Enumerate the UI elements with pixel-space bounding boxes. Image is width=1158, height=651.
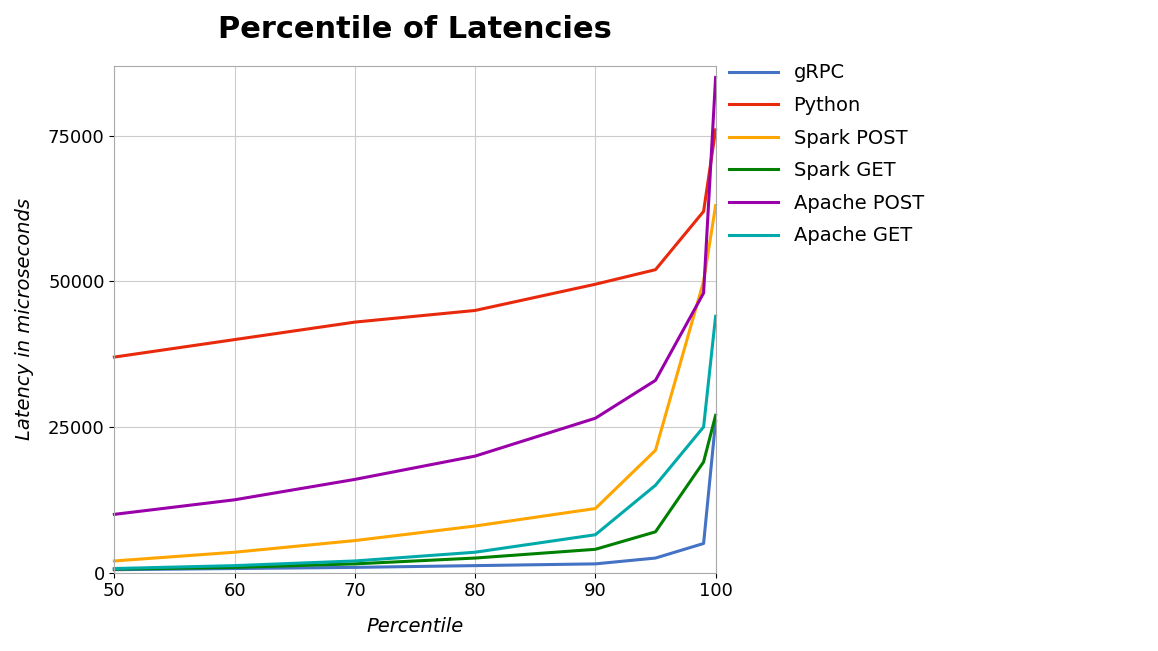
Apache POST (228, 496, 242, 504)
gRPC (709, 417, 723, 425)
Spark GET (709, 411, 723, 419)
Spark GET (697, 458, 711, 466)
Apache GET (648, 481, 662, 489)
Python (648, 266, 662, 273)
Apache GET (228, 562, 242, 570)
Legend: gRPC, Python, Spark POST, Spark GET, Apache POST, Apache GET: gRPC, Python, Spark POST, Spark GET, Apa… (721, 55, 931, 253)
X-axis label: Percentile: Percentile (366, 617, 463, 636)
Apache POST (347, 475, 361, 483)
Spark POST (648, 447, 662, 454)
Y-axis label: Latency in microseconds: Latency in microseconds (15, 198, 34, 440)
Spark GET (648, 528, 662, 536)
Line: gRPC: gRPC (115, 421, 716, 570)
Apache GET (347, 557, 361, 565)
Line: Apache POST: Apache POST (115, 77, 716, 514)
Apache POST (108, 510, 122, 518)
Spark POST (709, 202, 723, 210)
Python (468, 307, 482, 314)
Apache POST (468, 452, 482, 460)
gRPC (468, 562, 482, 570)
Spark GET (588, 546, 602, 553)
Apache POST (588, 414, 602, 422)
Spark POST (228, 548, 242, 556)
Spark POST (588, 505, 602, 512)
Apache GET (468, 548, 482, 556)
Line: Apache GET: Apache GET (115, 316, 716, 568)
gRPC (108, 566, 122, 574)
Line: Spark GET: Spark GET (115, 415, 716, 569)
gRPC (697, 540, 711, 547)
Spark POST (697, 277, 711, 285)
Python (347, 318, 361, 326)
Apache POST (697, 289, 711, 297)
gRPC (228, 564, 242, 572)
Spark GET (228, 564, 242, 572)
Apache GET (709, 312, 723, 320)
Apache GET (108, 564, 122, 572)
Apache POST (648, 376, 662, 384)
Python (228, 336, 242, 344)
Spark POST (108, 557, 122, 565)
Apache POST (709, 74, 723, 81)
Python (697, 208, 711, 215)
Spark POST (347, 536, 361, 544)
Title: Percentile of Latencies: Percentile of Latencies (218, 15, 611, 44)
Python (108, 353, 122, 361)
gRPC (347, 564, 361, 572)
Line: Python: Python (115, 130, 716, 357)
gRPC (588, 560, 602, 568)
Spark GET (108, 565, 122, 573)
Python (709, 126, 723, 133)
Spark POST (468, 522, 482, 530)
Spark GET (347, 560, 361, 568)
Spark GET (468, 554, 482, 562)
Apache GET (697, 423, 711, 431)
gRPC (648, 554, 662, 562)
Apache GET (588, 531, 602, 538)
Python (588, 281, 602, 288)
Line: Spark POST: Spark POST (115, 206, 716, 561)
